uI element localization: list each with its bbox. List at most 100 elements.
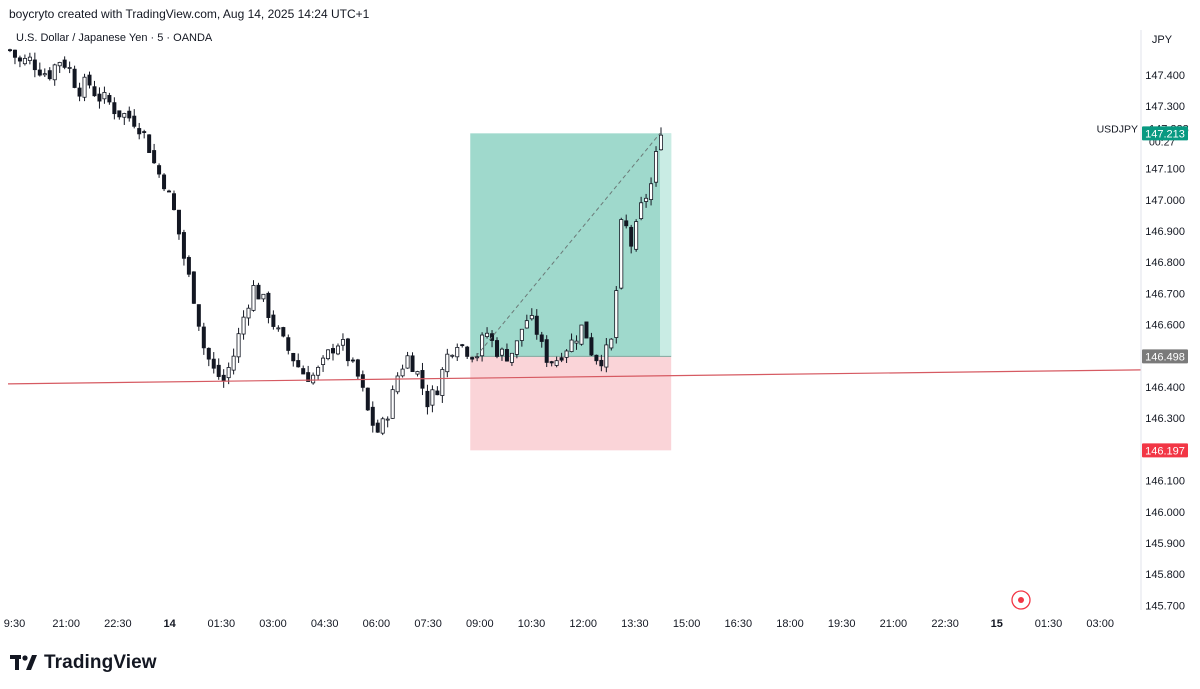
stop-loss-tag[interactable]: 146.197 [1142,443,1188,458]
time-tick-label: 01:30 [1035,618,1063,630]
candle [301,365,306,375]
record-icon-dot [1018,597,1024,603]
candle [360,370,365,392]
candle-body-up [246,307,251,319]
candle-body-up [415,371,420,375]
candle-body-up [316,366,321,376]
candle-body-down [624,220,629,227]
candle-body-down [72,68,77,88]
candle-body-down [12,49,17,58]
price-tick-label: 145.800 [1145,569,1185,581]
candle-body-up [639,202,644,219]
price-tick-label: 146.700 [1145,288,1185,300]
candle-body-up [509,352,514,363]
candle-body-down [559,357,564,361]
take-profit-tag[interactable]: 147.213 [1142,126,1188,141]
candle-body-down [360,374,365,388]
candle-body-up [485,332,490,337]
candle [206,347,211,367]
time-tick-label: 15:00 [673,618,701,630]
candle [584,321,589,339]
candle-body-down [87,74,92,86]
candle-body-up [102,92,107,100]
candle-body-up [400,368,405,377]
candle-body-down [460,344,465,347]
price-tick-label: 146.900 [1145,226,1185,238]
candle [604,338,609,373]
tradingview-logo[interactable]: TradingView [10,651,157,675]
candle [549,360,554,367]
support-trendline[interactable] [7,369,1142,385]
entry-price-tag[interactable]: 146.498 [1142,349,1188,364]
candle-body-down [142,131,147,133]
candle [67,61,72,74]
candle [455,343,460,361]
candle-body-up [380,418,385,434]
candle-body-down [435,390,440,396]
candle [470,356,475,363]
candle-body-down [594,354,599,362]
time-tick-label: 07:30 [414,618,442,630]
price-tick-label: 147.100 [1145,164,1185,176]
candle [92,80,97,97]
candle-body-up [644,197,649,202]
candle-body-up [529,315,534,320]
symbol-tag: USDJPY [1097,124,1138,136]
candle [335,343,340,356]
candle-body-down [221,374,226,382]
candle-body-up [311,374,316,384]
price-tick-label: 147.300 [1145,101,1185,113]
candle [425,384,430,415]
candle-body-up [574,340,579,344]
time-tick-label: 09:00 [466,618,494,630]
candle-body-up [634,221,639,250]
candle [634,219,639,252]
candle-body-up [519,328,524,341]
candle [211,352,216,374]
candle-body-up [321,357,326,365]
candle [609,338,614,351]
candle-body-down [117,110,122,118]
candle-body-up [57,62,62,67]
profit-zone[interactable] [470,133,672,357]
candle [306,365,311,382]
candle-body-down [162,174,167,190]
candle [514,340,519,359]
candle-body-down [201,326,206,349]
candle-body-up [554,360,559,366]
candle-body-up [619,219,624,289]
candle [594,354,599,365]
candle-body-down [196,304,201,327]
candle [7,48,12,53]
candle-body-down [62,59,67,68]
candle [445,348,450,378]
time-tick-label: 14 [163,618,176,630]
candle [495,337,500,359]
candle [57,61,62,74]
candle [142,129,147,139]
candle-body-down [181,232,186,259]
target-record-icon[interactable] [1011,590,1031,610]
candle [355,358,360,380]
candle-body-down [584,321,589,339]
loss-zone[interactable] [470,356,672,451]
candle [132,109,137,129]
symbol-legend[interactable]: U.S. Dollar / Japanese Yen · 5 · OANDA [16,32,213,44]
take-profit-tag-bg [1142,126,1188,141]
candle-body-up [569,339,574,353]
candle-body-up [430,389,435,406]
candle [440,367,445,403]
candle [415,370,420,377]
time-tick-label: 15 [991,618,1003,630]
candle-body-up [455,347,460,358]
candle [157,163,162,178]
candle [37,62,42,77]
time-tick-label: 12:00 [569,618,597,630]
candle-body-down [216,364,221,377]
creator-caption: boycryto created with TradingView.com, A… [9,7,370,21]
stop-loss-tag-bg [1142,443,1188,458]
candle-body-up [236,333,241,358]
candle [554,356,559,368]
time-tick-label: 03:00 [259,618,287,630]
